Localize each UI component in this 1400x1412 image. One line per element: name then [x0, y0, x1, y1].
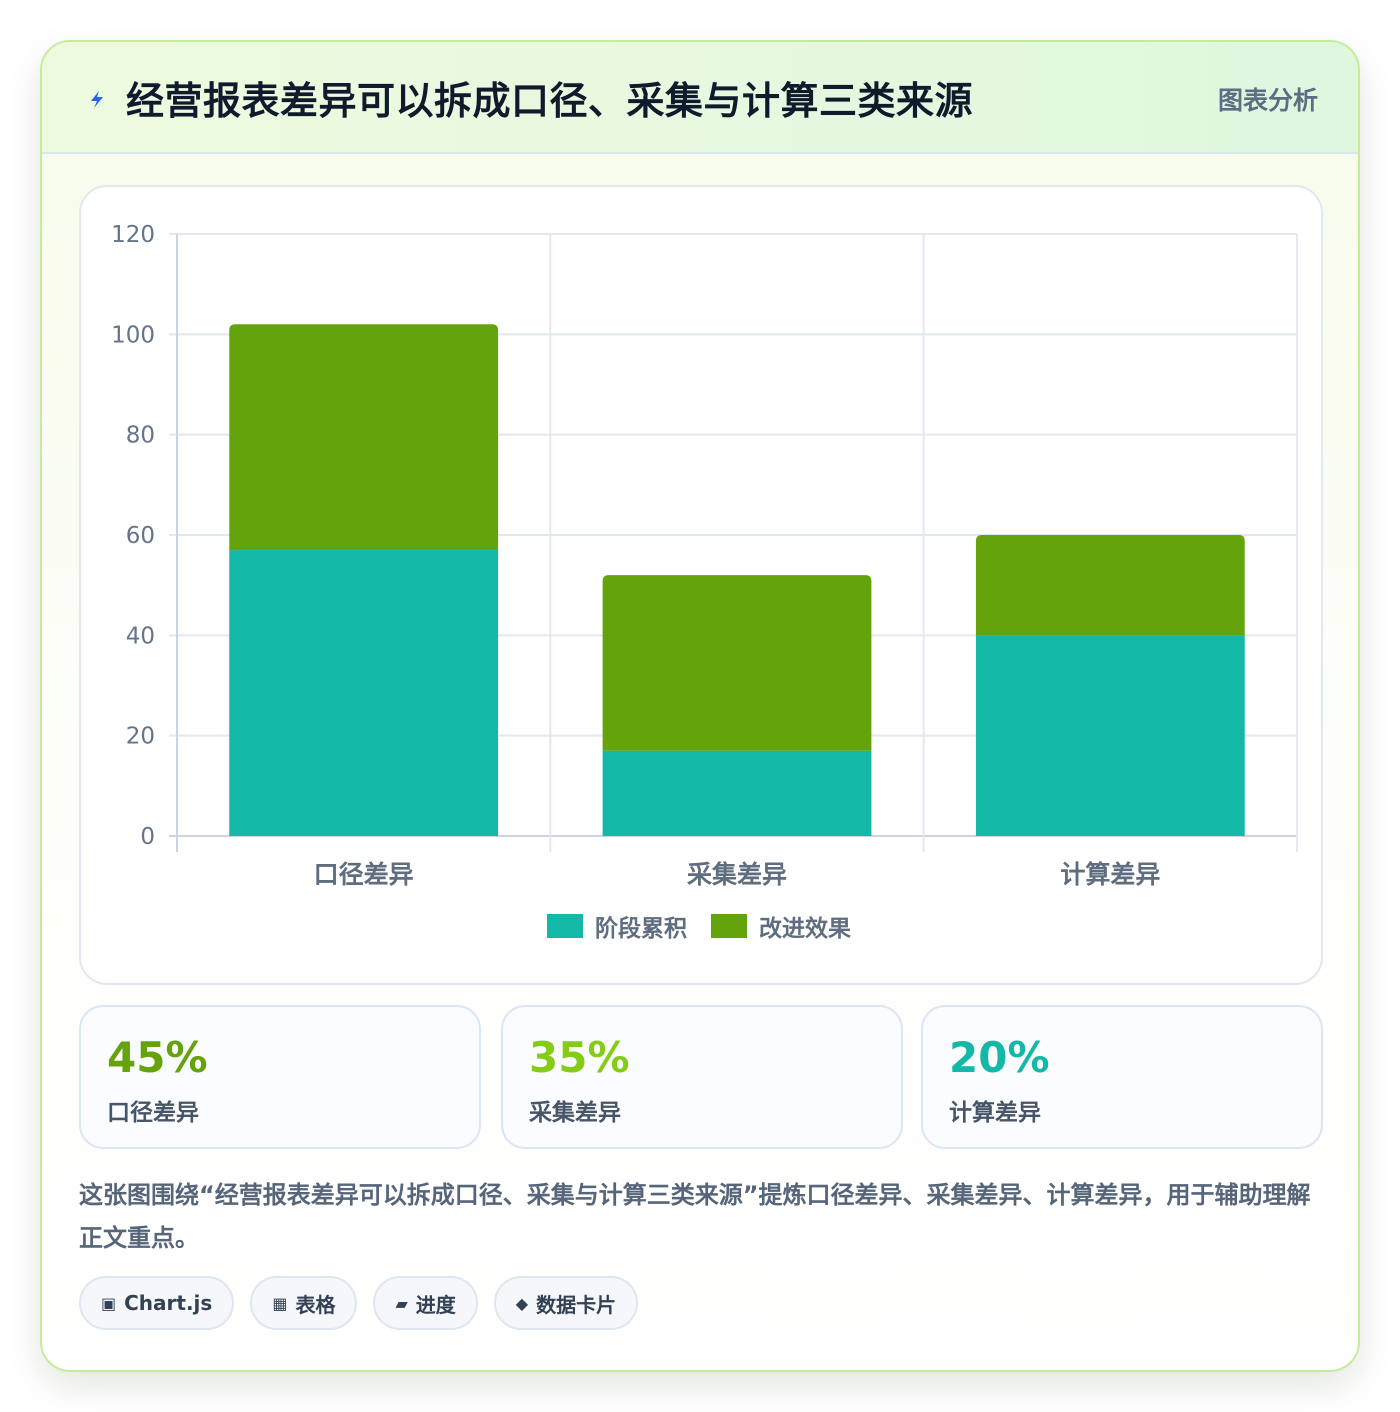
bar-segment: [602, 575, 872, 751]
bar-segment: [229, 550, 499, 836]
stat-card-collection: 35% 采集差异: [501, 1005, 903, 1149]
y-tick-label: 80: [126, 423, 155, 449]
bar-segment: [975, 535, 1245, 636]
x-tick-label: 采集差异: [687, 860, 787, 889]
page-title: 经营报表差异可以拆成口径、采集与计算三类来源: [126, 79, 974, 123]
stat-label: 口径差异: [107, 1100, 199, 1126]
chip-data-card[interactable]: ◆ 数据卡片: [493, 1276, 639, 1330]
legend-swatch: [547, 914, 583, 938]
y-tick-label: 100: [111, 322, 155, 348]
x-tick-label: 口径差异: [314, 860, 414, 889]
table-icon: ▦: [272, 1293, 288, 1313]
chip-label: 表格: [295, 1292, 336, 1317]
stat-label: 计算差异: [949, 1100, 1041, 1126]
chart-card: 经营报表差异可以拆成口径、采集与计算三类来源 图表分析 0 20 40 60 80 100…: [40, 40, 1360, 1372]
legend-label: 改进效果: [759, 915, 851, 942]
chart-icon: ▣: [101, 1293, 117, 1313]
chip-table[interactable]: ▦ 表格: [250, 1276, 358, 1330]
legend-swatch: [711, 914, 747, 938]
y-tick-label: 0: [140, 824, 155, 850]
chart-description: 这张图围绕“经营报表差异可以拆成口径、采集与计算三类来源”提炼口径差异、采集差异…: [79, 1181, 1311, 1252]
chip-label: 数据卡片: [536, 1292, 617, 1317]
chip-label: 进度: [415, 1292, 456, 1317]
stat-value: 45%: [107, 1033, 208, 1082]
chip-progress[interactable]: ▰ 进度: [373, 1276, 478, 1330]
stat-value: 20%: [949, 1033, 1050, 1082]
card-header: 经营报表差异可以拆成口径、采集与计算三类来源 图表分析: [42, 42, 1358, 154]
progress-icon: ▰: [395, 1293, 408, 1313]
bar-segment: [229, 324, 499, 551]
stat-card-caliber: 45% 口径差异: [79, 1005, 481, 1149]
legend-label: 阶段累积: [595, 915, 687, 942]
chart-container: 0 20 40 60 80 100 120 口径差异 采集差异 计算差异阶段累积 改进效果: [79, 185, 1323, 985]
y-tick-label: 40: [126, 623, 155, 649]
x-tick-label: 计算差异: [1060, 860, 1160, 889]
stat-card-calculation: 20% 计算差异: [921, 1005, 1323, 1149]
stat-value: 35%: [529, 1033, 630, 1082]
y-tick-label: 20: [126, 724, 155, 750]
lightning-icon: [91, 91, 103, 108]
stat-label: 采集差异: [529, 1100, 621, 1126]
y-tick-label: 120: [111, 222, 155, 248]
chart-analysis-tag: 图表分析: [1217, 86, 1318, 115]
bar-segment: [602, 750, 872, 836]
y-tick-label: 60: [126, 523, 155, 549]
data-card-icon: ◆: [515, 1293, 529, 1313]
chip-chartjs[interactable]: ▣ Chart.js: [79, 1276, 235, 1330]
tag-list: ▣ Chart.js ▦ 表格 ▰ 进度 ◆ 数据卡片: [79, 1276, 639, 1336]
bar-segment: [975, 635, 1245, 836]
chip-label: Chart.js: [124, 1291, 213, 1315]
